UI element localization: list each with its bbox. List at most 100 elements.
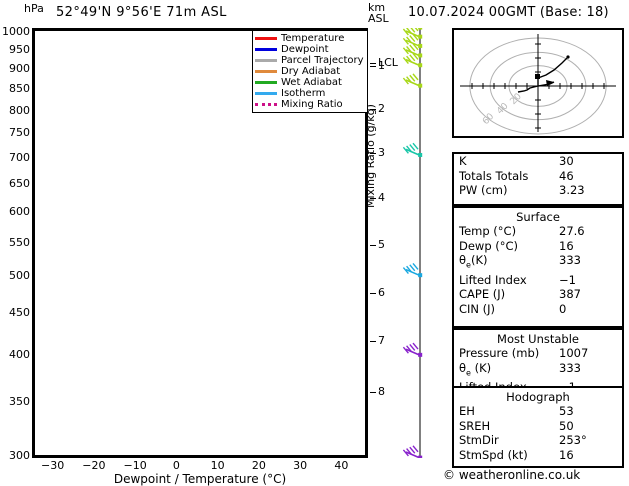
altitude-tick [370,108,376,110]
data-row-value: 46 [559,168,574,183]
pressure-axis-unit-label: hPa [24,2,44,15]
altitude-tick-label: 3 [378,146,385,160]
data-row: θe(K) 333 [454,253,622,273]
data-row: CAPE (J) 387 [454,287,622,302]
legend-item: Dry Adiabat [255,66,364,77]
data-row-value: 387 [559,287,581,302]
data-row-label: CIN (J) [459,301,496,316]
altitude-tick-label: 5 [378,237,385,251]
hodograph-ring-label: 60 [481,112,496,127]
data-row: PW (cm) 3.23 [454,183,622,198]
legend-swatch [255,70,277,73]
data-row-value: 53 [559,404,574,418]
data-row-label: θe (K) [459,360,492,377]
data-row: CIN (J) 0 [454,302,622,317]
data-row-value: 30 [559,154,574,168]
hodograph-trace-upper [537,56,569,79]
pressure-tick-label: 750 [9,126,30,140]
temperature-tick-label: 40 [334,459,349,472]
altitude-tick [370,198,376,200]
altitude-unit-line2: ASL [368,12,389,25]
legend-label: Parcel Trajectory [281,54,364,66]
station-title: 52°49'N 9°56'E 71m ASL [56,5,227,20]
temperature-tick-label: 0 [172,459,180,472]
temperature-tick-label: −10 [123,459,147,472]
indices-panel: K 30 Totals Totals 46 PW (cm) 3.23 [452,152,624,206]
hodograph-ticks [471,43,605,129]
data-row: Pressure (mb) 1007 [454,346,622,361]
data-row-value: 1007 [559,346,589,360]
most_unstable-title: Most Unstable [497,332,579,346]
pressure-tick-label: 500 [9,269,30,283]
data-row-value: 253° [559,433,587,447]
legend-label: Temperature [281,32,345,44]
wind-barb-svg [402,15,423,460]
temperature-tick-label: 10 [210,459,225,472]
wind-barb [402,43,423,58]
temperature-tick-label: −20 [82,459,106,472]
lcl-label: LCL [378,56,398,70]
pressure-tick-label: 300 [9,449,30,462]
data-row-value: 16 [559,238,574,253]
pressure-tick-label: 800 [9,103,30,117]
data-row-value: 333 [559,360,581,375]
legend-swatch [255,59,277,62]
mixing-ratio-axis-title: Mixing Ratio (g/kg) [364,104,377,208]
x-axis-title: Dewpoint / Temperature (°C) [113,472,287,486]
legend-item: Parcel Trajectory [255,55,364,66]
legend-label: Isotherm [281,87,326,99]
temperature-tick-label: 20 [251,459,266,472]
data-row-value: 50 [559,418,574,433]
pressure-tick-label: 950 [9,43,30,57]
wind-barb [402,142,423,157]
data-row-value: 333 [559,253,581,267]
altitude-tick [370,292,376,294]
temperature-tick-label: −30 [41,459,65,472]
altitude-tick [370,341,376,343]
lcl-tick [370,63,376,65]
data-row-value: −1 [559,272,576,287]
data-row: Dewp (°C) 16 [454,239,622,254]
data-row-label: EH [459,404,475,418]
data-row-label: StmSpd (kt) [459,447,528,462]
legend-item: Isotherm [255,88,364,99]
altitude-tick [370,391,376,393]
data-row-label: θe(K) [459,253,488,270]
datetime-title: 10.07.2024 00GMT (Base: 18) [408,5,609,20]
pressure-tick-label: 900 [9,62,30,76]
legend-swatch [255,37,277,40]
data-row: Temp (°C) 27.6 [454,224,622,239]
legend-swatch [255,92,277,95]
pressure-tick-label: 600 [9,204,30,218]
wind-barb [402,73,423,88]
pressure-axis: 300 350 400 450 500 550 600 650 700 750 800 850 900 9… [0,25,30,462]
data-row-label: Lifted Index [459,272,527,287]
temperature-tick-label: 30 [293,459,308,472]
legend-swatch [255,81,277,84]
data-row-value: 0 [559,301,567,316]
legend-item: Dewpoint [255,44,364,55]
footer-copyright: © weatheronline.co.uk [443,468,581,482]
pressure-tick-label: 350 [9,394,30,408]
data-row: Totals Totals 46 [454,169,622,184]
wind-barb-column [398,15,432,460]
legend-swatch [255,48,277,51]
pressure-tick-label: 550 [9,235,30,249]
data-row-label: Totals Totals [459,168,529,183]
data-row: θe (K) 333 [454,361,622,381]
legend-swatch [255,103,277,106]
wind-barb [402,262,423,278]
data-row-label: K [459,154,467,168]
altitude-tick [370,244,376,246]
altitude-unit-line1: km [368,1,386,14]
hodograph-storm-motion-arrow [546,80,554,86]
surface-panel: Surface Temp (°C) 27.6 Dewp (°C) 16 θe(K) 333 L… [452,206,624,328]
pressure-tick-label: 650 [9,176,30,190]
data-row-value: 27.6 [559,224,585,238]
data-row-label: Temp (°C) [459,224,517,238]
altitude-tick [370,153,376,155]
data-row-label: SREH [459,418,491,433]
wind-barb [402,445,423,460]
data-row: StmDir 253° [454,433,622,448]
